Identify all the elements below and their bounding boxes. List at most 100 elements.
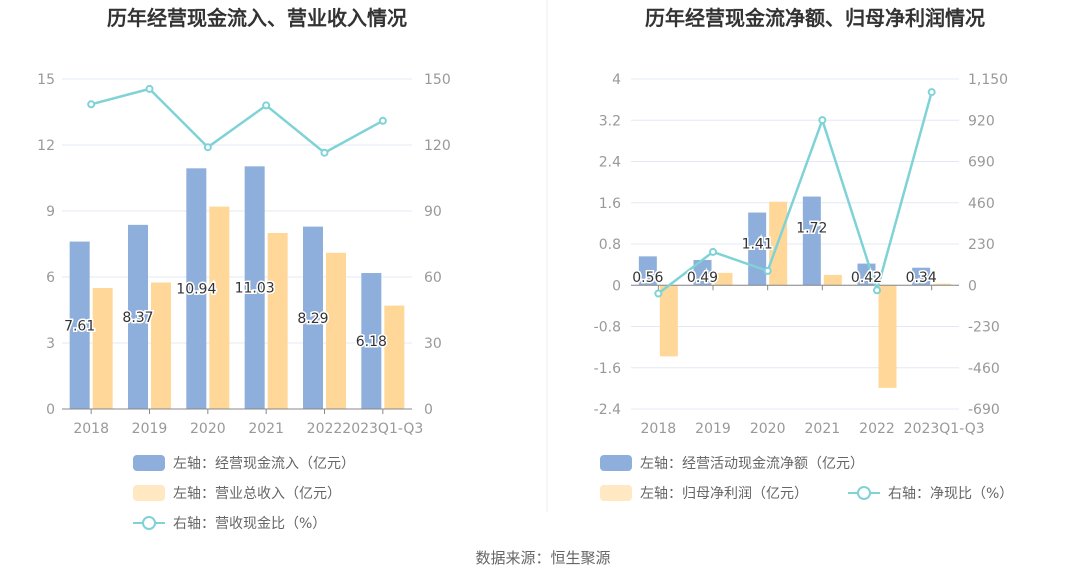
x-tick-label: 2019 [132, 421, 168, 437]
ratio-point [262, 101, 271, 110]
y-left-tick: 0 [612, 278, 621, 294]
bar-blue [244, 166, 265, 409]
y-left-tick: 15 [37, 72, 55, 88]
legend-swatch [600, 485, 632, 501]
bar-orange [878, 285, 897, 388]
bar-value-label: 6.18 [356, 334, 387, 350]
y-left-tick: 3.2 [599, 113, 621, 129]
bar-blue [69, 241, 90, 409]
bar-value-label: 0.34 [906, 270, 937, 286]
legend-label: 右轴：净现比（%） [888, 486, 1013, 502]
bar-blue [638, 256, 657, 286]
y-left-tick: 2.4 [599, 155, 621, 171]
ratio-line [657, 91, 933, 295]
x-tick-label: 2019 [695, 421, 731, 437]
y-right-tick: -460 [968, 361, 1000, 377]
bar-blue [693, 259, 712, 286]
y-left-tick: -1.6 [594, 361, 621, 377]
y-right-tick: 30 [424, 336, 442, 352]
legend-label: 左轴：营业总收入（亿元） [173, 486, 341, 502]
bar-value-label: 7.61 [64, 318, 95, 334]
bar-orange [714, 272, 733, 286]
legend-swatch [133, 455, 165, 471]
bar-blue [748, 212, 767, 286]
ratio-point [763, 266, 772, 275]
ratio-point [873, 286, 881, 295]
bar-value-label: 0.56 [632, 270, 663, 286]
legend-swatch [133, 485, 165, 501]
y-left-tick: 0 [46, 402, 55, 418]
bar-orange [209, 206, 230, 409]
y-right-tick: 460 [968, 196, 995, 212]
x-tick-label: 2018 [641, 421, 677, 437]
bar-value-label: 1.41 [742, 237, 773, 253]
bar-blue [912, 267, 931, 286]
ratio-point [378, 116, 387, 125]
legend-swatch [600, 455, 632, 471]
y-right-tick: 120 [424, 138, 451, 154]
ratio-point [927, 88, 936, 97]
bar-blue [802, 196, 821, 286]
bar-orange [326, 252, 346, 409]
y-left-tick: 6 [46, 270, 55, 286]
y-left-tick: 1.6 [599, 196, 621, 212]
legend-marker-icon [857, 486, 871, 500]
bar-blue [303, 226, 323, 409]
x-tick-label: 2023Q1-Q3 [904, 421, 985, 437]
ratio-point [87, 100, 96, 109]
y-right-tick: 920 [968, 113, 995, 129]
ratio-point [320, 148, 329, 157]
x-tick-label: 2022 [307, 421, 343, 437]
x-tick-label: 2020 [750, 421, 786, 437]
source-note: 数据来源：恒生聚源 [475, 549, 610, 567]
bar-orange [151, 282, 171, 409]
bar-blue [128, 224, 148, 409]
x-tick-label: 2021 [805, 421, 841, 437]
bar-value-label: 1.72 [796, 221, 827, 237]
legend-label: 右轴：营收现金比（%） [173, 516, 326, 532]
legend-marker-icon [142, 516, 156, 530]
y-left-tick: 9 [46, 204, 55, 220]
legend-label: 左轴：经营现金流入（亿元） [173, 456, 355, 472]
bar-orange [267, 233, 288, 409]
bar-orange [92, 288, 113, 409]
y-left-tick: 12 [37, 138, 55, 154]
ratio-point [145, 84, 154, 93]
y-left-tick: 4 [612, 72, 621, 88]
y-right-tick: 0 [968, 278, 977, 294]
x-tick-label: 2018 [73, 421, 109, 437]
ratio-point [654, 289, 663, 298]
bar-blue [186, 168, 207, 409]
y-right-tick: 90 [424, 204, 442, 220]
bar-value-label: 8.29 [297, 311, 328, 327]
bar-orange [659, 285, 678, 357]
x-tick-label: 2022 [859, 421, 895, 437]
y-left-tick: -0.8 [594, 320, 621, 336]
bar-orange [384, 305, 405, 409]
y-right-tick: 0 [424, 402, 433, 418]
y-right-tick: 230 [968, 237, 995, 253]
ratio-point [818, 116, 827, 125]
y-left-tick: -2.4 [594, 402, 621, 418]
y-left-tick: 0.8 [599, 237, 621, 253]
ratio-point [203, 143, 212, 152]
legend-label: 左轴：经营活动现金流净额（亿元） [640, 456, 864, 472]
y-right-tick: 690 [968, 155, 995, 171]
chart-title-left: 历年经营现金流入、营业收入情况 [107, 6, 407, 30]
x-tick-label: 2021 [248, 421, 284, 437]
y-right-tick: 60 [424, 270, 442, 286]
x-tick-label: 2023Q1-Q3 [342, 421, 423, 437]
bar-value-label: 11.03 [235, 281, 275, 297]
bar-value-label: 0.42 [851, 270, 882, 286]
y-left-tick: 3 [46, 336, 55, 352]
ratio-point [709, 247, 717, 256]
chart-title-right: 历年经营现金流净额、归母净利润情况 [645, 6, 985, 30]
x-tick-label: 2020 [190, 421, 226, 437]
bar-orange [933, 283, 952, 286]
y-right-tick: -690 [968, 402, 1000, 418]
bar-value-label: 8.37 [122, 310, 153, 326]
bar-value-label: 0.49 [687, 270, 718, 286]
y-right-tick: 150 [424, 72, 451, 88]
y-right-tick: -230 [968, 320, 1000, 336]
